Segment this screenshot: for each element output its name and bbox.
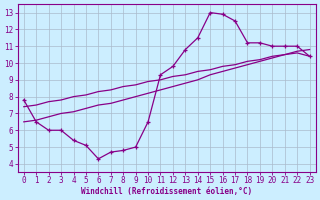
X-axis label: Windchill (Refroidissement éolien,°C): Windchill (Refroidissement éolien,°C) <box>81 187 252 196</box>
